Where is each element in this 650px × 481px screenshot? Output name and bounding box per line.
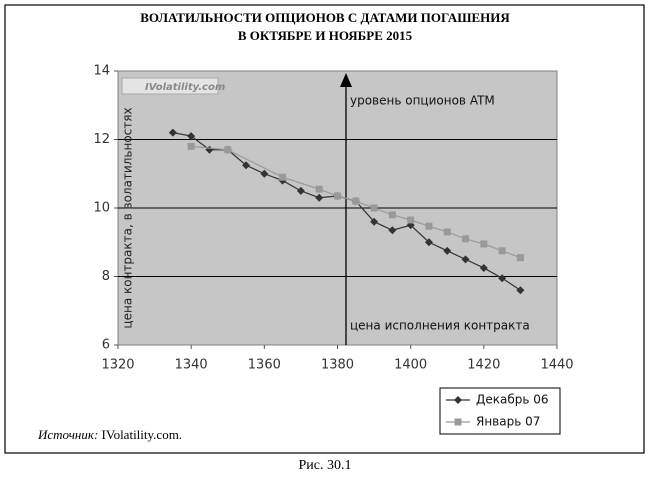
diamond-marker <box>296 186 305 195</box>
legend-label: Декабрь 06 <box>476 393 549 407</box>
legend-box <box>439 387 561 435</box>
square-marker <box>187 142 195 150</box>
diamond-marker <box>443 246 452 255</box>
square-marker <box>352 197 360 205</box>
x-tick-label: 1400 <box>394 358 427 373</box>
diamond-marker <box>168 128 177 137</box>
square-marker <box>388 211 396 219</box>
source-text: IVolatility.com. <box>102 427 183 442</box>
y-tick-label: 6 <box>102 338 110 353</box>
y-tick-label: 10 <box>93 201 110 216</box>
diamond-marker <box>498 274 507 283</box>
square-marker <box>425 222 433 230</box>
annotation: уровень опционов ATM <box>350 94 495 108</box>
diamond-marker <box>260 169 269 178</box>
annotation: цена исполнения контракта <box>350 319 530 333</box>
diamond-marker <box>388 226 397 235</box>
y-tick-label: 12 <box>93 132 110 147</box>
square-marker <box>407 216 415 224</box>
y-tick-label: 14 <box>93 64 110 79</box>
diamond-marker <box>242 161 251 170</box>
diamond-marker <box>315 193 324 202</box>
source: Источник: IVolatility.com. <box>37 427 182 442</box>
diamond-marker <box>187 132 196 141</box>
square-marker <box>454 418 462 426</box>
atm-arrowhead <box>340 73 352 87</box>
diamond-marker <box>424 238 433 247</box>
diamond-marker <box>454 396 462 404</box>
square-marker <box>279 173 287 181</box>
diamond-marker <box>516 286 525 295</box>
caption: Рис. 30.1 <box>299 458 352 473</box>
square-marker <box>224 146 232 154</box>
diamond-marker <box>479 263 488 272</box>
x-tick-label: 1420 <box>467 358 500 373</box>
x-tick-label: 1360 <box>248 358 281 373</box>
y-tick-label: 8 <box>102 269 110 284</box>
square-marker <box>315 185 323 193</box>
square-marker <box>516 254 524 262</box>
watermark: IVolatility.com <box>145 82 225 93</box>
square-marker <box>370 204 378 212</box>
watermark-box <box>121 77 219 95</box>
chart-title: ВОЛАТИЛЬНОСТИ ОПЦИОНОВ С ДАТАМИ ПОГАШЕНИ… <box>140 10 510 25</box>
square-marker <box>462 235 470 243</box>
square-marker <box>443 228 451 236</box>
chart-title: В ОКТЯБРЕ И НОЯБРЕ 2015 <box>238 28 413 43</box>
x-tick-label: 1380 <box>321 358 354 373</box>
diamond-marker <box>370 217 379 226</box>
x-tick-label: 1340 <box>175 358 208 373</box>
x-tick-label: 1320 <box>101 358 134 373</box>
square-marker <box>480 240 488 248</box>
square-marker <box>334 192 341 200</box>
x-tick-label: 1440 <box>540 358 573 373</box>
legend-label: Январь 07 <box>476 415 540 429</box>
diamond-marker <box>461 255 470 264</box>
y-axis-label: цена контракта, в волатильностях <box>121 107 135 328</box>
square-marker <box>498 247 506 255</box>
source-label: Источник: <box>37 427 98 442</box>
